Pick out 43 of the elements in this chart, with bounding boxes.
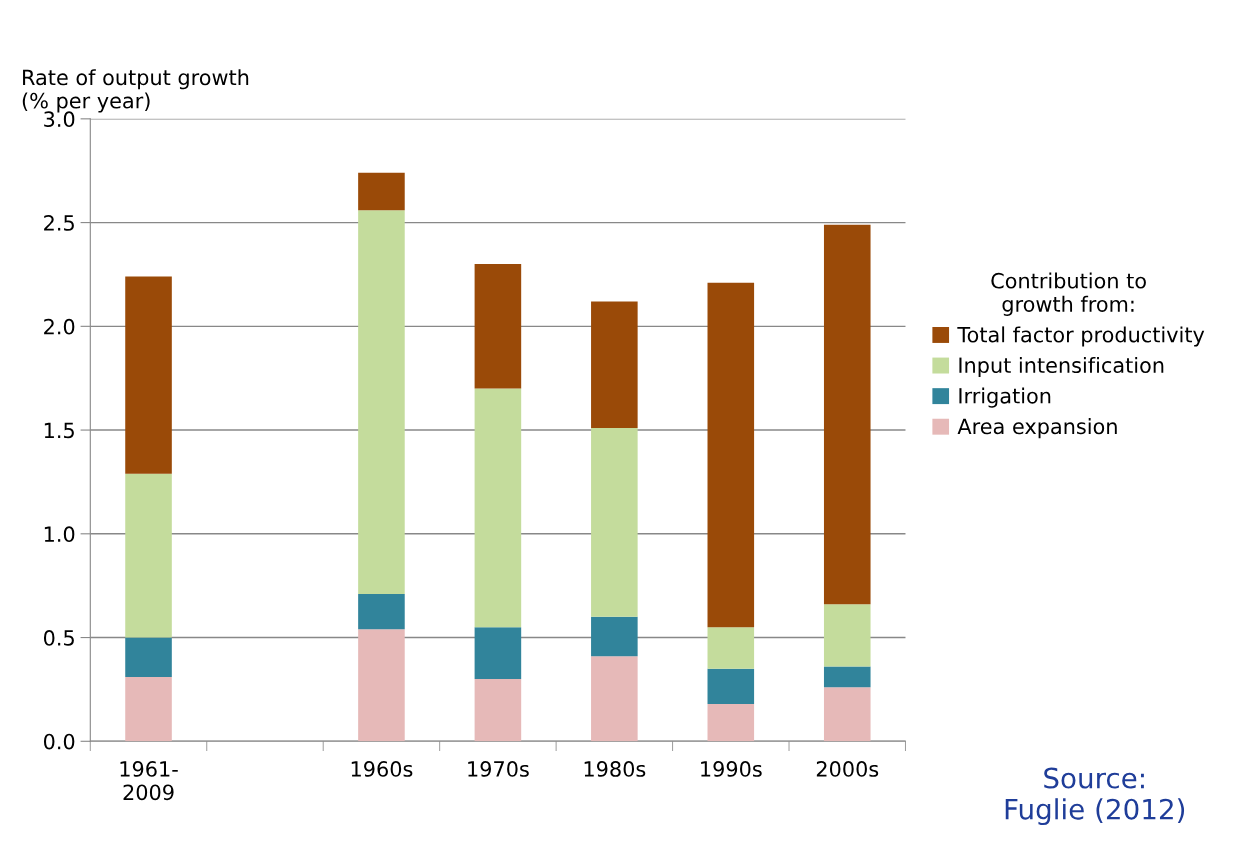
y-tick-label: 2.0 <box>44 318 75 335</box>
bar <box>591 656 638 742</box>
legend-label: Irrigation <box>959 387 1051 408</box>
x-tick-label: 1960s <box>351 761 413 777</box>
legend-title: Contribution to growth from: <box>991 272 1146 316</box>
y-tick-label: 1.0 <box>44 526 75 543</box>
y-tick-label: 0.5 <box>43 630 74 646</box>
bar <box>358 210 405 594</box>
bar <box>707 282 755 628</box>
bar <box>823 224 871 605</box>
legend-label: Area expansion <box>957 418 1117 439</box>
bar <box>591 616 638 657</box>
bar <box>474 627 522 680</box>
bar <box>474 264 522 389</box>
bar <box>707 668 755 704</box>
bar <box>125 276 172 474</box>
legend-label: Input intensification <box>959 356 1164 378</box>
x-tick-label: 1990s <box>701 761 762 777</box>
x-tick-label: 2000s <box>816 761 879 777</box>
bar <box>125 637 172 677</box>
bar <box>591 427 638 617</box>
bar <box>707 703 755 742</box>
y-tick-label: 2.5 <box>44 215 74 231</box>
bar <box>474 679 522 742</box>
y-tick-label: 0.0 <box>43 733 75 750</box>
legend-label: Total factor productivity <box>957 326 1205 347</box>
x-tick-label: 1961- 2009 <box>120 761 178 801</box>
bar <box>358 172 405 211</box>
bar <box>125 473 172 638</box>
y-tick-label: 1.5 <box>44 422 74 439</box>
bar <box>823 666 871 688</box>
bar <box>591 301 638 428</box>
bar <box>707 627 755 669</box>
x-tick-label: 1970s <box>468 761 529 777</box>
y-tick-label: 3.0 <box>44 111 75 128</box>
bar <box>823 687 871 742</box>
bar <box>358 629 405 742</box>
x-tick-label: 1980s <box>584 761 646 777</box>
bar <box>358 593 405 630</box>
bar <box>823 604 871 667</box>
bar <box>125 676 172 742</box>
bar <box>474 388 522 628</box>
source-note: Source: Fuglie (2012) <box>1005 767 1185 826</box>
